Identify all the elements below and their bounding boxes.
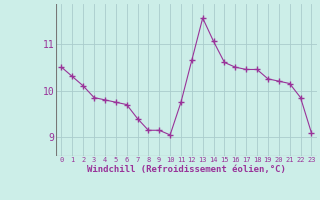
X-axis label: Windchill (Refroidissement éolien,°C): Windchill (Refroidissement éolien,°C) xyxy=(87,165,286,174)
